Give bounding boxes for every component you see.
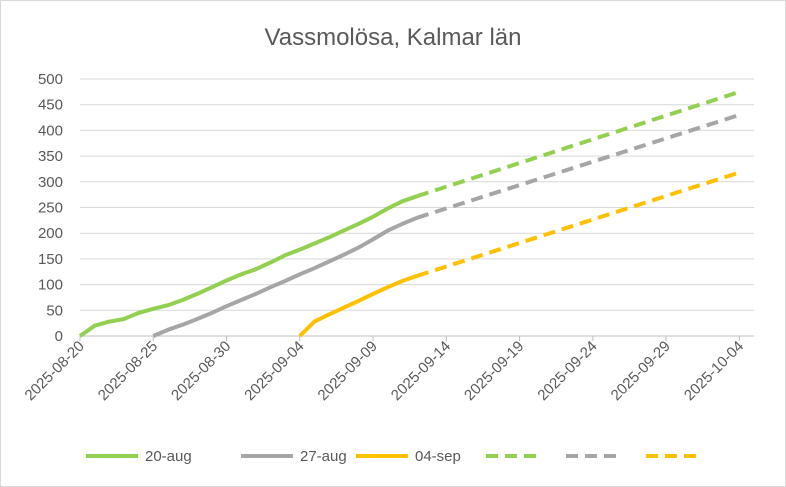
chart-title: Vassmolösa, Kalmar län: [265, 24, 522, 51]
y-tick-label: 350: [38, 148, 63, 165]
gridlines: [80, 78, 754, 337]
series-line-04-sep: [298, 274, 418, 338]
series-line-projection-3: [416, 89, 740, 199]
series-line-projection-5: [416, 170, 740, 278]
legend: 20-aug 27-aug 04-sep: [86, 448, 698, 465]
legend-label: 20-aug: [145, 448, 192, 465]
series-line-20-aug: [78, 194, 418, 338]
y-axis-ticks: 0 50 100 150 200 250 300 350 400 450 500: [38, 71, 63, 345]
y-tick-label: 0: [55, 328, 63, 345]
y-tick-label: 200: [38, 225, 63, 242]
x-tick-label: 2025-10-04: [681, 338, 747, 404]
y-tick-label: 450: [38, 97, 63, 114]
y-tick-label: 400: [38, 122, 63, 139]
x-tick-label: 2025-08-30: [168, 338, 234, 404]
y-tick-label: 500: [38, 71, 63, 88]
x-tick-label: 2025-09-09: [315, 338, 381, 404]
x-tick-label: 2025-08-20: [22, 338, 88, 404]
series-line-27-aug: [152, 215, 418, 338]
x-tick-label: 2025-09-24: [534, 338, 600, 404]
y-tick-label: 300: [38, 174, 63, 191]
x-tick-label: 2025-08-25: [95, 338, 161, 404]
x-tick-label: 2025-09-19: [461, 338, 527, 404]
y-tick-label: 100: [38, 277, 63, 294]
y-tick-label: 50: [46, 302, 63, 319]
legend-label: 27-aug: [300, 448, 347, 465]
legend-label: 04-sep: [415, 448, 461, 465]
x-tick-label: 2025-09-29: [608, 338, 674, 404]
series-lines: [78, 89, 740, 338]
x-tick-label: 2025-09-14: [388, 338, 454, 404]
y-tick-label: 150: [38, 251, 63, 268]
x-tick-label: 2025-09-04: [241, 338, 307, 404]
x-axis-ticks: 2025-08-20 2025-08-25 2025-08-30 2025-09-04…: [22, 336, 747, 404]
y-tick-label: 250: [38, 200, 63, 217]
